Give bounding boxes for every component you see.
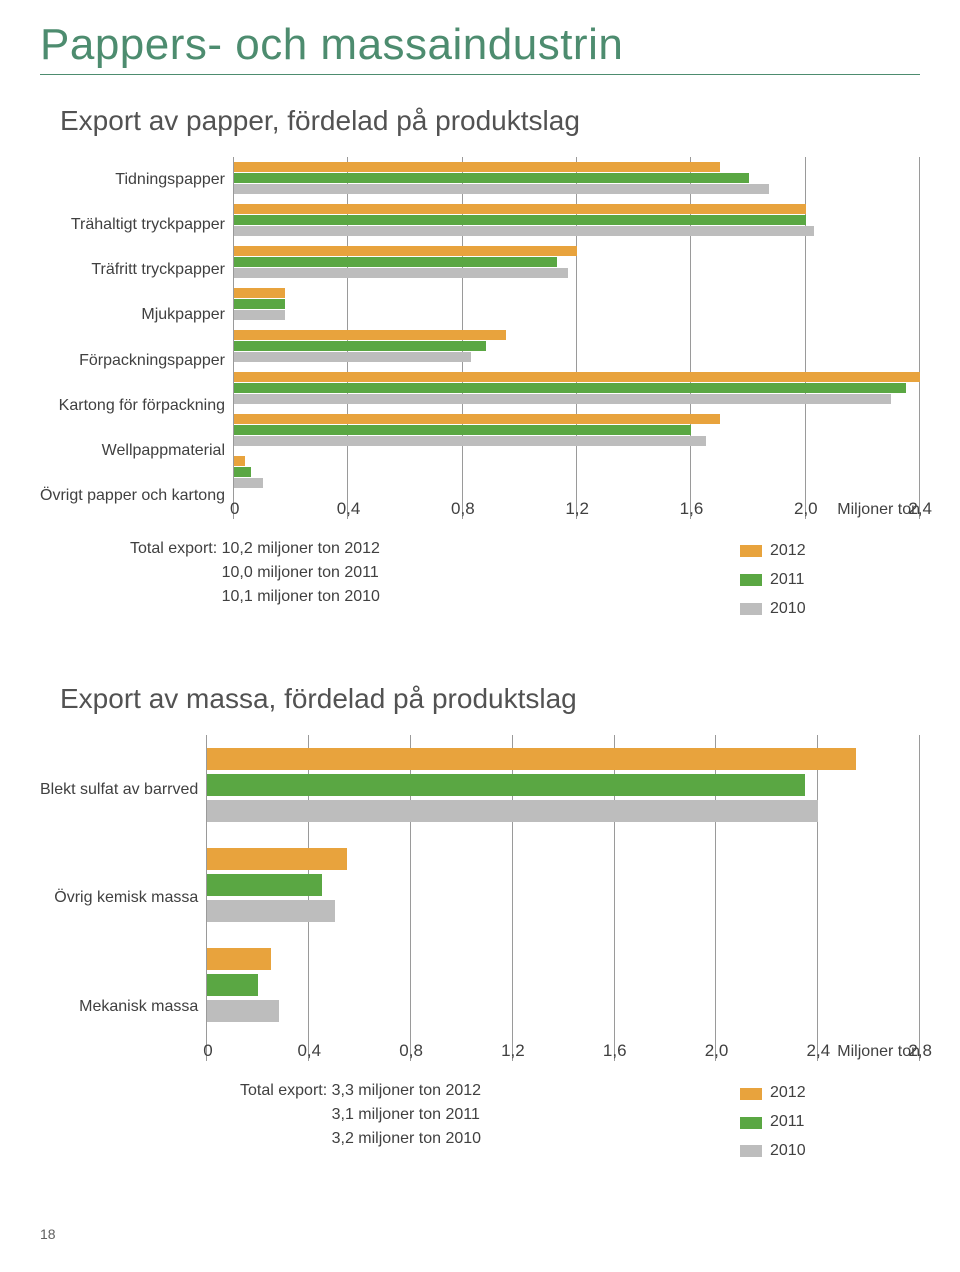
bar: [234, 330, 506, 340]
bar: [207, 848, 347, 870]
chart2-plot-area: 00,40,81,21,62,02,42,8 Miljoner ton: [206, 735, 920, 1061]
category-label: Tidningspapper: [40, 159, 225, 201]
bar: [207, 900, 334, 922]
bar: [234, 414, 720, 424]
bar-group: [207, 735, 920, 835]
chart1-category-labels: TidningspapperTrähaltigt tryckpapperTräf…: [40, 157, 233, 519]
swatch-2010: [740, 1145, 762, 1157]
bar: [234, 341, 486, 351]
swatch-2012: [740, 545, 762, 557]
category-label: Förpackningspapper: [40, 340, 225, 382]
chart2-title: Export av massa, fördelad på produktslag: [60, 683, 920, 715]
chart1-legend: 2012 2011 2010: [740, 537, 920, 623]
category-label: Övrigt papper och kartong: [40, 475, 225, 517]
chart2-legend: 2012 2011 2010: [740, 1079, 920, 1165]
chart1-title: Export av papper, fördelad på produktsla…: [60, 105, 920, 137]
swatch-2012: [740, 1088, 762, 1100]
bar: [207, 874, 322, 896]
chart-paper-export: Export av papper, fördelad på produktsla…: [40, 105, 920, 623]
bar: [234, 436, 706, 446]
bar: [207, 974, 258, 996]
bar: [234, 184, 769, 194]
bar-group: [234, 325, 920, 367]
bar: [234, 394, 891, 404]
bar: [207, 948, 271, 970]
chart1-totals: Total export: 10,2 miljoner ton 2012 Tot…: [40, 537, 740, 623]
bar: [234, 215, 806, 225]
bar: [234, 467, 251, 477]
bar: [234, 352, 471, 362]
category-label: Wellpappmaterial: [40, 430, 225, 472]
bar: [234, 173, 749, 183]
category-label: Kartong för förpackning: [40, 385, 225, 427]
bar: [234, 310, 285, 320]
bar: [234, 456, 245, 466]
bar: [234, 425, 691, 435]
chart2-totals: Total export: 3,3 miljoner ton 2012 Tota…: [40, 1079, 740, 1165]
bar-group: [207, 835, 920, 935]
swatch-2011: [740, 574, 762, 586]
bar: [234, 372, 920, 382]
bar: [207, 774, 805, 796]
bar-group: [234, 283, 920, 325]
bar: [234, 478, 263, 488]
bar-group: [234, 409, 920, 451]
bar: [207, 748, 856, 770]
bar: [234, 226, 814, 236]
chart1-plot-area: 00,40,81,21,62,02,4 Miljoner ton: [233, 157, 920, 519]
bar: [234, 268, 568, 278]
swatch-2011: [740, 1117, 762, 1129]
bar: [234, 204, 806, 214]
page-title: Pappers- och massaindustrin: [40, 20, 920, 75]
bar-group: [234, 199, 920, 241]
category-label: Träfritt tryckpapper: [40, 249, 225, 291]
category-label: Övrig kemisk massa: [40, 848, 198, 948]
bar-group: [234, 157, 920, 199]
page-number: 18: [40, 1226, 920, 1242]
bar-group: [234, 451, 920, 493]
bar-group: [234, 241, 920, 283]
bar: [207, 800, 818, 822]
category-label: Mekanisk massa: [40, 957, 198, 1057]
bar: [234, 246, 577, 256]
bar: [234, 288, 285, 298]
chart2-category-labels: Blekt sulfat av barrvedÖvrig kemisk mass…: [40, 735, 206, 1061]
category-label: Trähaltigt tryckpapper: [40, 204, 225, 246]
bar-group: [234, 367, 920, 409]
bar: [234, 383, 906, 393]
bar: [234, 257, 557, 267]
category-label: Blekt sulfat av barrved: [40, 740, 198, 840]
category-label: Mjukpapper: [40, 294, 225, 336]
bar: [234, 162, 720, 172]
chart-pulp-export: Export av massa, fördelad på produktslag…: [40, 683, 920, 1165]
bar: [207, 1000, 278, 1022]
bar-group: [207, 935, 920, 1035]
bar: [234, 299, 285, 309]
swatch-2010: [740, 603, 762, 615]
